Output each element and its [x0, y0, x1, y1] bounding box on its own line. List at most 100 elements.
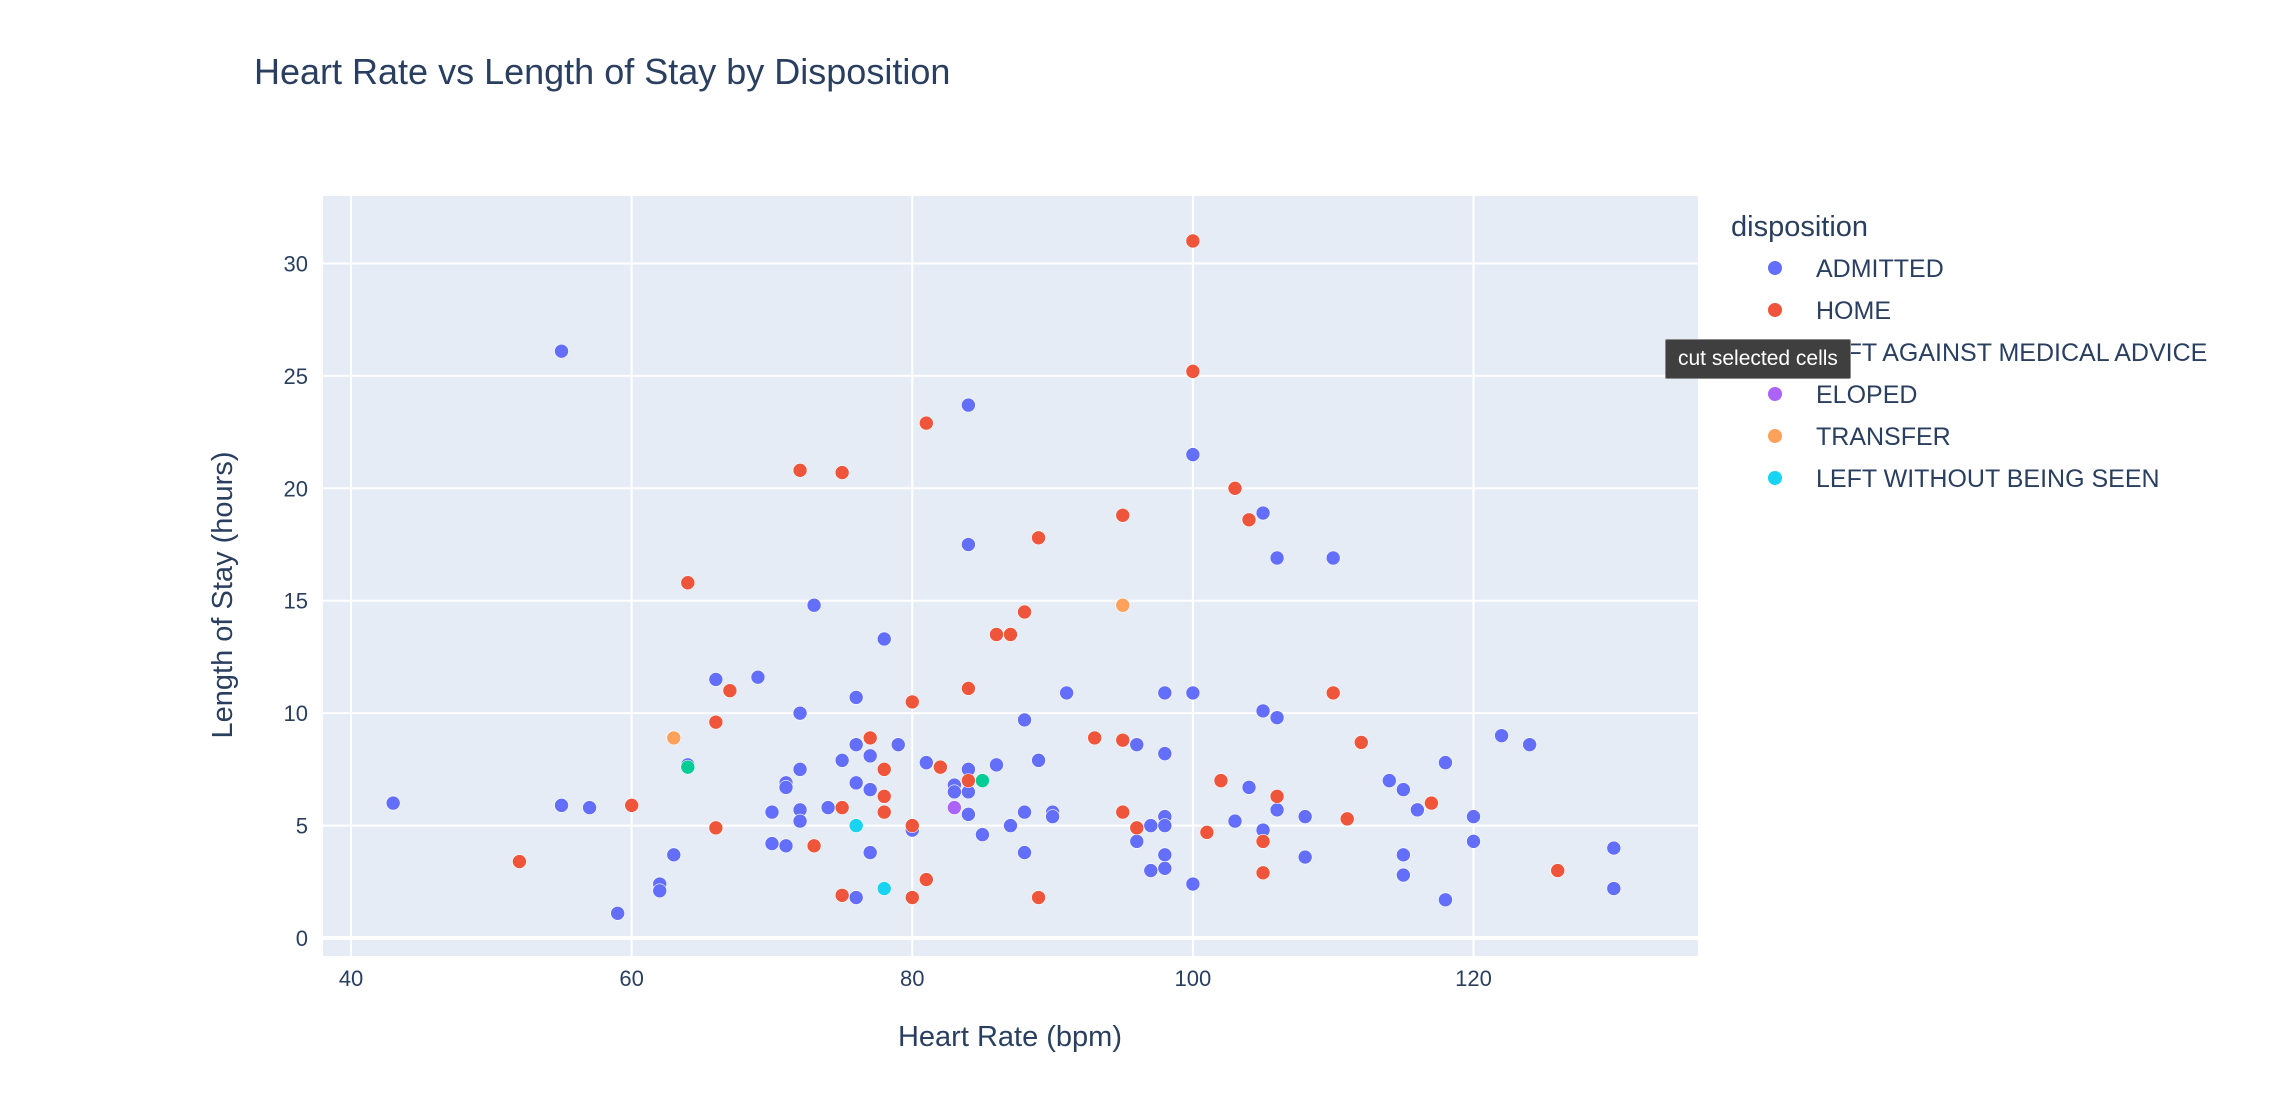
data-point[interactable] — [1241, 512, 1257, 528]
data-point[interactable] — [1297, 849, 1313, 865]
data-point[interactable] — [554, 343, 569, 359]
data-point[interactable] — [820, 800, 836, 815]
data-point[interactable] — [1269, 802, 1285, 818]
data-point[interactable] — [1031, 890, 1046, 905]
data-point[interactable] — [1466, 809, 1481, 824]
data-point[interactable] — [961, 537, 976, 552]
data-point[interactable] — [1059, 685, 1074, 701]
data-point[interactable] — [385, 795, 401, 811]
data-point[interactable] — [1031, 753, 1046, 768]
data-point[interactable] — [961, 807, 976, 822]
data-point[interactable] — [862, 748, 878, 764]
data-point[interactable] — [680, 575, 696, 591]
data-point[interactable] — [862, 782, 878, 797]
legend-item[interactable]: TRANSFER — [1768, 423, 1951, 451]
data-point[interactable] — [947, 800, 962, 815]
data-point[interactable] — [1185, 876, 1201, 892]
data-point[interactable] — [708, 820, 724, 836]
data-point[interactable] — [1157, 847, 1173, 863]
data-point[interactable] — [792, 813, 808, 829]
data-point[interactable] — [1045, 809, 1060, 824]
data-point[interactable] — [1129, 820, 1145, 836]
data-point[interactable] — [1396, 782, 1411, 797]
data-point[interactable] — [1129, 834, 1145, 849]
data-point[interactable] — [1157, 746, 1173, 761]
data-point[interactable] — [904, 694, 920, 710]
data-point[interactable] — [834, 800, 850, 815]
data-point[interactable] — [1325, 550, 1341, 566]
data-point[interactable] — [792, 762, 808, 777]
data-point[interactable] — [778, 780, 794, 795]
data-point[interactable] — [1017, 604, 1032, 620]
data-point[interactable] — [834, 887, 850, 903]
data-point[interactable] — [1115, 597, 1131, 613]
data-point[interactable] — [1494, 728, 1509, 743]
data-point[interactable] — [1031, 530, 1046, 546]
data-point[interactable] — [848, 690, 864, 705]
data-point[interactable] — [961, 397, 976, 413]
data-point[interactable] — [1410, 802, 1425, 818]
data-point[interactable] — [989, 627, 1004, 642]
data-point[interactable] — [848, 737, 864, 752]
data-point[interactable] — [1353, 735, 1369, 750]
data-point[interactable] — [1115, 507, 1131, 523]
data-point[interactable] — [1157, 861, 1173, 876]
data-point[interactable] — [1396, 847, 1411, 863]
data-point[interactable] — [582, 800, 597, 815]
data-point[interactable] — [1157, 818, 1173, 833]
data-point[interactable] — [1522, 737, 1537, 752]
data-point[interactable] — [512, 854, 527, 869]
data-point[interactable] — [708, 672, 724, 687]
legend-item[interactable]: LEFT WITHOUT BEING SEEN — [1768, 465, 2160, 493]
data-point[interactable] — [1017, 804, 1032, 820]
data-point[interactable] — [876, 762, 892, 777]
data-point[interactable] — [961, 681, 976, 696]
data-point[interactable] — [666, 730, 682, 746]
data-point[interactable] — [989, 757, 1004, 773]
data-point[interactable] — [947, 784, 962, 800]
data-point[interactable] — [1017, 845, 1032, 860]
data-point[interactable] — [848, 818, 864, 833]
data-point[interactable] — [919, 755, 934, 770]
data-point[interactable] — [1003, 818, 1018, 833]
data-point[interactable] — [876, 631, 892, 647]
data-point[interactable] — [1129, 737, 1145, 752]
data-point[interactable] — [876, 789, 892, 804]
data-point[interactable] — [554, 798, 569, 813]
data-point[interactable] — [919, 872, 934, 887]
data-point[interactable] — [904, 890, 920, 905]
legend-item[interactable]: ELOPED — [1768, 381, 1917, 409]
data-point[interactable] — [904, 818, 920, 833]
data-point[interactable] — [933, 759, 948, 775]
data-point[interactable] — [1185, 364, 1201, 379]
data-point[interactable] — [975, 827, 990, 842]
data-point[interactable] — [1255, 505, 1271, 521]
data-point[interactable] — [961, 773, 976, 788]
data-point[interactable] — [876, 881, 892, 896]
data-point[interactable] — [806, 597, 822, 613]
data-point[interactable] — [1227, 481, 1243, 496]
data-point[interactable] — [1396, 867, 1411, 883]
data-point[interactable] — [1017, 712, 1032, 728]
legend-item[interactable]: ADMITTED — [1768, 255, 1944, 283]
data-point[interactable] — [764, 836, 780, 851]
data-point[interactable] — [1550, 863, 1565, 878]
data-point[interactable] — [834, 465, 850, 480]
data-point[interactable] — [778, 838, 794, 854]
data-point[interactable] — [1185, 685, 1201, 701]
data-point[interactable] — [848, 890, 864, 905]
data-point[interactable] — [1255, 865, 1271, 881]
data-point[interactable] — [792, 705, 808, 721]
data-point[interactable] — [1115, 804, 1131, 820]
data-point[interactable] — [610, 905, 625, 921]
data-point[interactable] — [1325, 685, 1341, 701]
data-point[interactable] — [1255, 834, 1271, 849]
data-point[interactable] — [1466, 834, 1481, 849]
data-point[interactable] — [722, 683, 738, 698]
data-point[interactable] — [834, 753, 850, 768]
data-point[interactable] — [1213, 773, 1229, 788]
data-point[interactable] — [624, 798, 639, 813]
data-point[interactable] — [708, 714, 724, 730]
data-point[interactable] — [1606, 840, 1622, 856]
data-point[interactable] — [1115, 732, 1131, 748]
